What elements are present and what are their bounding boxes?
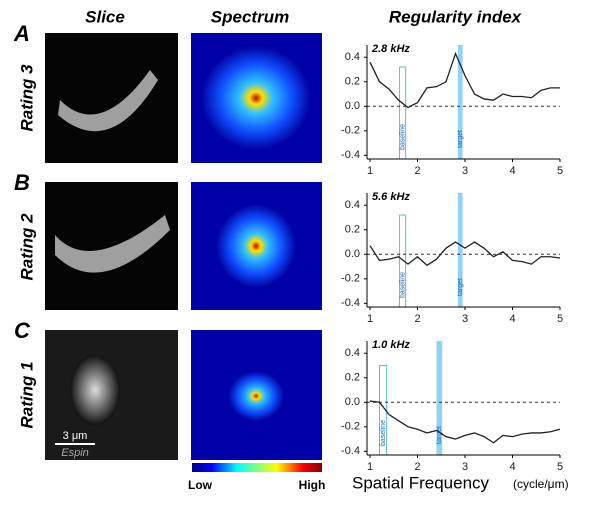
x-tick-label: 3 <box>462 165 468 177</box>
y-tick-label: 0.0 <box>345 396 360 408</box>
x-tick-label: 1 <box>367 165 373 177</box>
y-tick-label: -0.2 <box>341 421 360 433</box>
series-line <box>369 51 560 109</box>
chart-title: 5.6 kHz <box>372 191 410 203</box>
spectrum-images: Low High <box>188 33 325 492</box>
rating-label: Rating 2 <box>17 213 36 281</box>
panel-letter: A <box>13 21 30 46</box>
y-tick-label: 0.4 <box>345 347 360 359</box>
y-tick-label: 0.4 <box>345 51 360 63</box>
rating-label: Rating 3 <box>17 64 36 132</box>
target-label: target <box>436 426 443 444</box>
x-axis-label: Spatial Frequency <box>352 473 490 492</box>
baseline-label: baseline <box>399 124 406 150</box>
panel-letter: C <box>14 318 31 343</box>
column-heading: Spectrum <box>211 7 289 26</box>
target-label: target <box>457 130 464 148</box>
slice-images: 3 μm Espin <box>45 33 178 460</box>
x-tick-label: 4 <box>509 313 515 325</box>
x-tick-label: 2 <box>414 461 420 473</box>
x-tick-label: 5 <box>557 461 563 473</box>
x-tick-label: 1 <box>367 461 373 473</box>
x-tick-label: 5 <box>557 313 563 325</box>
y-tick-label: -0.4 <box>341 149 360 161</box>
y-tick-label: 0.2 <box>345 76 360 88</box>
x-tick-label: 3 <box>462 461 468 473</box>
y-tick-label: -0.2 <box>341 273 360 285</box>
y-tick-label: -0.2 <box>341 125 360 137</box>
column-heading: Slice <box>85 7 125 26</box>
stain-label: Espin <box>61 447 89 459</box>
target-label: target <box>457 278 464 296</box>
baseline-label: baseline <box>380 420 387 446</box>
panel-letter: B <box>14 170 30 195</box>
x-tick-label: 1 <box>367 313 373 325</box>
x-tick-label: 5 <box>557 165 563 177</box>
y-tick-label: -0.4 <box>341 297 360 309</box>
y-tick-label: 0.2 <box>345 224 360 236</box>
y-tick-label: 0.4 <box>345 199 360 211</box>
target-band <box>457 45 463 159</box>
target-band <box>457 193 463 307</box>
target-band <box>436 341 443 455</box>
x-tick-label: 4 <box>509 461 515 473</box>
chart-title: 2.8 kHz <box>371 43 410 55</box>
series-line <box>369 400 561 444</box>
x-tick-label: 2 <box>414 165 420 177</box>
y-tick-label: 0.0 <box>345 100 360 112</box>
colorbar-label: High <box>299 478 326 492</box>
x-tick-label: 4 <box>509 165 515 177</box>
series-line <box>369 241 561 267</box>
colorbar-label: Low <box>188 478 213 492</box>
baseline-label: baseline <box>399 272 406 298</box>
rating-label: Rating 1 <box>17 361 36 428</box>
y-tick-label: 0.0 <box>345 248 360 260</box>
x-tick-label: 3 <box>462 313 468 325</box>
y-tick-label: 0.2 <box>345 372 360 384</box>
chart-title: 1.0 kHz <box>372 339 410 351</box>
y-tick-label: -0.4 <box>341 445 360 457</box>
x-tick-label: 2 <box>414 313 420 325</box>
scale-bar-label: 3 μm <box>63 430 88 442</box>
x-axis-unit: (cycle/μm) <box>513 477 569 491</box>
column-heading: Regularity index <box>389 7 523 26</box>
